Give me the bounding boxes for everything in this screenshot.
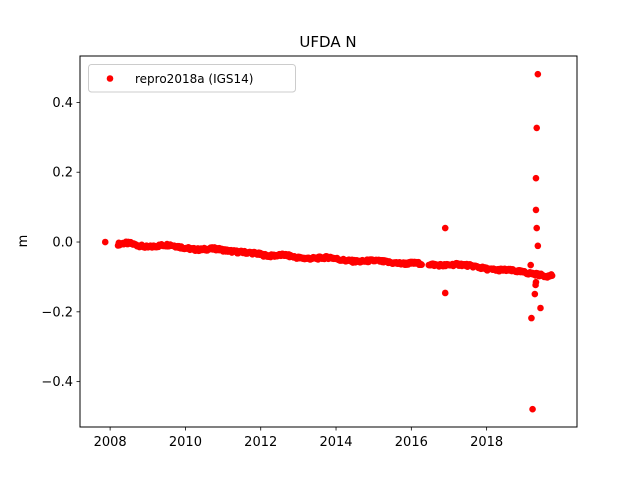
data-point: [101, 238, 109, 246]
y-tick-label: 0.4: [52, 96, 73, 111]
x-tick-label: 2018: [470, 435, 503, 450]
legend-label: repro2018a (IGS14): [135, 72, 253, 86]
data-point: [529, 405, 536, 413]
x-tick-label: 2010: [169, 435, 202, 450]
data-point: [528, 314, 535, 322]
data-point: [534, 242, 542, 250]
data-point: [441, 289, 449, 297]
data-point: [532, 174, 540, 182]
x-tick-label: 2016: [395, 435, 428, 450]
data-point: [534, 70, 542, 78]
data-points: [101, 70, 556, 413]
data-point: [531, 290, 539, 298]
data-point: [537, 304, 544, 312]
data-point: [418, 261, 425, 268]
chart-title: UFDA N: [299, 33, 356, 51]
legend: repro2018a (IGS14): [88, 64, 296, 93]
y-tick-label: 0.2: [52, 166, 73, 181]
y-tick-label: 0.0: [52, 236, 73, 251]
data-point: [548, 272, 556, 280]
data-point: [533, 224, 541, 232]
y-axis-ticks: −0.4 −0.2 0.0 0.2 0.4: [41, 96, 80, 390]
data-point: [441, 224, 449, 232]
y-tick-label: −0.2: [41, 305, 73, 320]
data-point: [532, 206, 540, 214]
x-axis-ticks: 2008 2010 2012 2014 2016 2018: [94, 427, 503, 450]
data-point: [532, 281, 539, 289]
y-tick-label: −0.4: [41, 375, 73, 390]
data-point: [527, 261, 534, 269]
axes-frame: [79, 55, 578, 428]
y-axis-label: m: [16, 235, 31, 248]
data-point: [533, 124, 541, 132]
legend-marker-icon: [106, 75, 114, 82]
legend-box: [88, 64, 296, 93]
x-tick-label: 2008: [94, 435, 127, 450]
x-tick-label: 2012: [244, 435, 277, 450]
x-tick-label: 2014: [319, 435, 352, 450]
